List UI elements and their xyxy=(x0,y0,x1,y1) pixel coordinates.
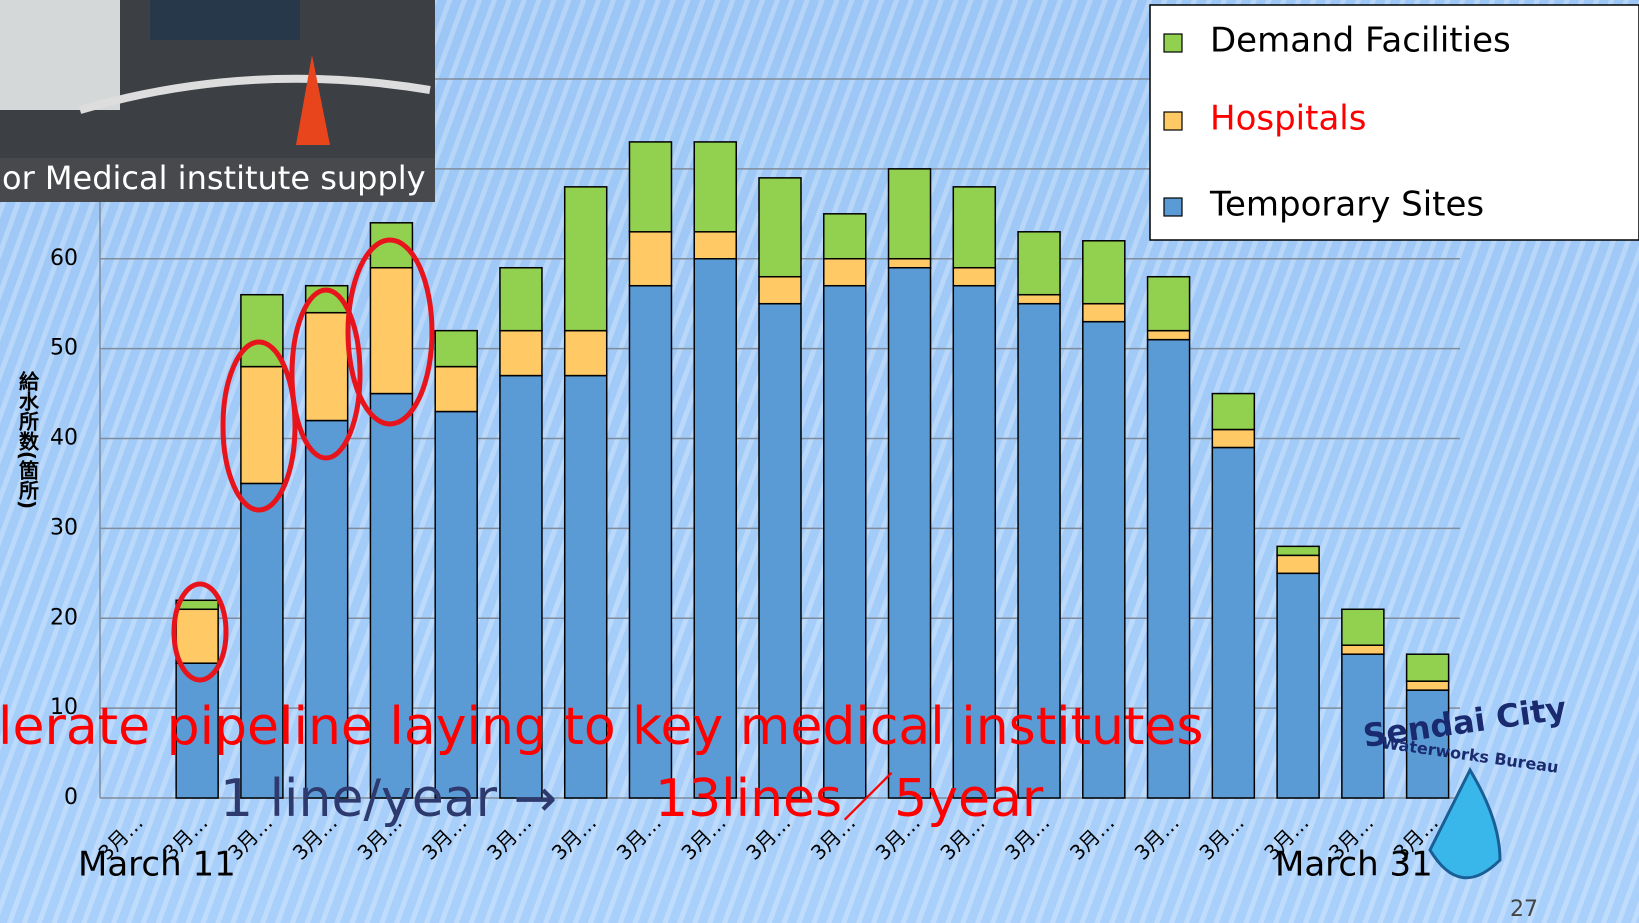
bar-segment xyxy=(889,169,931,259)
y-tick-label: 50 xyxy=(50,336,78,361)
bar-segment xyxy=(306,313,348,421)
bar-segment xyxy=(824,259,866,286)
legend-swatch xyxy=(1164,34,1182,52)
y-tick-label: 60 xyxy=(50,246,78,271)
bar-segment xyxy=(500,331,542,376)
bar-segment xyxy=(694,232,736,259)
bar-segment xyxy=(370,268,412,394)
photo: or Medical institute supply xyxy=(0,0,435,202)
legend-swatch xyxy=(1164,198,1182,216)
bar-segment xyxy=(1342,609,1384,645)
bar-segment xyxy=(889,259,931,268)
bar-segment xyxy=(1148,331,1190,340)
legend-label: Demand Facilities xyxy=(1210,21,1511,61)
bar-segment xyxy=(759,277,801,304)
bar-segment xyxy=(1277,555,1319,573)
bar-segment xyxy=(1018,295,1060,304)
y-axis-label: 給水所数(箇所) xyxy=(16,369,40,509)
slide: 01020304050607080給水所数(箇所)3月…3月…3月…3月…3月…… xyxy=(0,0,1639,923)
legend-label: Temporary Sites xyxy=(1209,185,1484,225)
bar-segment xyxy=(1277,573,1319,798)
y-tick-label: 40 xyxy=(50,426,78,451)
bar-segment xyxy=(565,187,607,331)
after-rate: 13lines／5year xyxy=(655,769,1044,829)
before-rate: 1 line/year → xyxy=(220,769,557,829)
photo-caption: or Medical institute supply xyxy=(2,159,426,197)
bar-segment xyxy=(1277,546,1319,555)
bar-segment xyxy=(435,331,477,367)
bar-segment xyxy=(694,142,736,232)
bar-segment xyxy=(1148,277,1190,331)
legend-swatch xyxy=(1164,112,1182,130)
bar-segment xyxy=(1407,681,1449,690)
y-tick-label: 0 xyxy=(64,785,78,810)
bar-segment xyxy=(1407,654,1449,681)
bar-segment xyxy=(176,609,218,663)
bar-segment xyxy=(1212,394,1254,430)
bar-segment xyxy=(953,187,995,268)
bar-segment xyxy=(629,232,671,286)
bar-segment xyxy=(1083,241,1125,304)
bar-segment xyxy=(241,367,283,484)
bar-segment xyxy=(1212,430,1254,448)
bar-segment xyxy=(824,214,866,259)
bar-segment xyxy=(1018,232,1060,295)
bar-segment xyxy=(953,268,995,286)
legend: Demand Facilities Hospitals Temporary Site… xyxy=(1150,5,1639,240)
bar-segment xyxy=(1342,645,1384,654)
bar-segment xyxy=(1083,304,1125,322)
bar-segment xyxy=(1212,447,1254,798)
legend-label: Hospitals xyxy=(1210,99,1366,139)
y-tick-label: 30 xyxy=(50,515,78,540)
bar-segment xyxy=(759,178,801,277)
headline: lerate pipeline laying to key medical in… xyxy=(0,697,1203,757)
end-date: March 31 xyxy=(1275,845,1433,885)
y-tick-label: 20 xyxy=(50,605,78,630)
start-date: March 11 xyxy=(78,845,236,885)
bar-segment xyxy=(629,142,671,232)
bar-segment xyxy=(435,367,477,412)
bar-segment xyxy=(565,331,607,376)
bar-segment xyxy=(500,268,542,331)
page-number: 27 xyxy=(1510,897,1538,922)
